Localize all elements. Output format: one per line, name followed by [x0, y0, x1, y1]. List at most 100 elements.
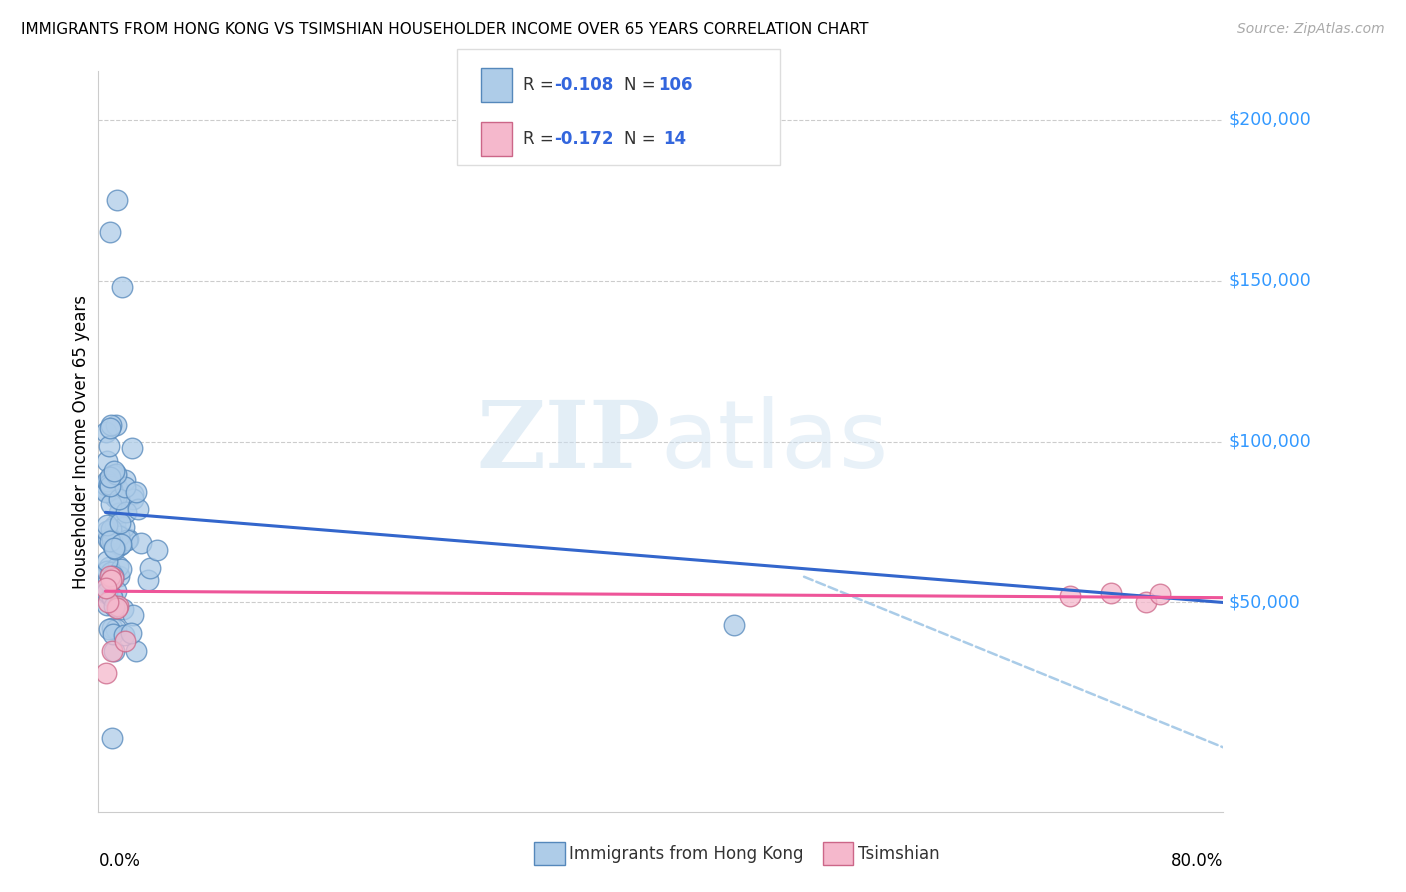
Point	[96, 524, 118, 539]
Text: Immigrants from Hong Kong: Immigrants from Hong Kong	[569, 845, 804, 863]
Point	[97, 473, 120, 487]
Point	[101, 626, 124, 640]
Point	[98, 225, 121, 239]
Point	[94, 482, 117, 496]
Point	[1099, 586, 1122, 600]
Text: $50,000: $50,000	[1229, 593, 1301, 612]
Point	[136, 573, 159, 587]
Point	[96, 475, 118, 489]
Point	[94, 425, 117, 440]
Point	[94, 478, 117, 492]
Point	[105, 193, 128, 207]
Point	[103, 532, 125, 546]
Point	[98, 470, 121, 484]
Point	[107, 559, 129, 574]
Point	[103, 568, 125, 582]
Point	[125, 484, 148, 499]
Point	[117, 533, 139, 548]
Point	[146, 542, 169, 557]
Point	[100, 574, 122, 588]
Point	[114, 634, 136, 648]
Point	[96, 564, 118, 578]
Point	[103, 569, 125, 583]
Point	[101, 644, 124, 658]
Point	[97, 533, 120, 547]
Point	[105, 584, 128, 599]
Text: R =: R =	[523, 130, 560, 148]
Point	[131, 536, 153, 550]
Point	[114, 480, 136, 494]
Text: atlas: atlas	[661, 395, 889, 488]
Point	[107, 528, 129, 542]
Point	[105, 418, 128, 433]
Point	[108, 506, 131, 520]
Point	[1149, 587, 1171, 601]
Point	[98, 440, 121, 454]
Point	[103, 541, 125, 555]
Point	[723, 618, 745, 632]
Point	[122, 487, 145, 501]
Point	[105, 467, 128, 481]
Point	[97, 574, 120, 589]
Text: N =: N =	[624, 77, 661, 95]
Point	[105, 600, 128, 615]
Point	[104, 542, 127, 557]
Point	[101, 731, 124, 745]
Point	[103, 644, 125, 658]
Point	[104, 518, 127, 533]
Point	[97, 560, 120, 574]
Text: Tsimshian: Tsimshian	[858, 845, 939, 863]
Point	[114, 473, 136, 487]
Point	[1135, 595, 1157, 609]
Point	[100, 574, 122, 588]
Point	[100, 589, 122, 603]
Point	[117, 532, 139, 546]
Point	[98, 421, 121, 435]
Text: ZIP: ZIP	[477, 397, 661, 486]
Point	[103, 571, 125, 585]
Point	[100, 418, 122, 433]
Text: Source: ZipAtlas.com: Source: ZipAtlas.com	[1237, 22, 1385, 37]
Text: 80.0%: 80.0%	[1171, 853, 1223, 871]
Point	[96, 518, 118, 533]
Point	[114, 505, 136, 519]
Text: 106: 106	[658, 77, 693, 95]
Point	[108, 516, 131, 531]
Point	[100, 566, 122, 580]
Text: N =: N =	[624, 130, 666, 148]
Point	[112, 628, 135, 642]
Point	[108, 538, 131, 552]
Point	[100, 522, 122, 536]
Point	[98, 569, 121, 583]
Point	[98, 534, 121, 549]
Point	[105, 528, 128, 542]
Point	[94, 666, 117, 681]
Point	[112, 520, 135, 534]
Point	[94, 483, 117, 498]
Text: $200,000: $200,000	[1229, 111, 1312, 128]
Point	[96, 586, 118, 600]
Point	[103, 464, 125, 478]
Point	[96, 584, 118, 599]
Point	[125, 644, 148, 658]
Point	[108, 492, 131, 507]
Point	[103, 599, 125, 613]
Point	[100, 497, 122, 511]
Text: 0.0%: 0.0%	[98, 853, 141, 871]
Point	[98, 479, 121, 493]
Point	[96, 554, 118, 568]
Point	[103, 489, 125, 503]
Text: $100,000: $100,000	[1229, 433, 1312, 450]
Point	[110, 536, 132, 550]
Point	[120, 625, 142, 640]
Point	[101, 621, 124, 635]
Point	[105, 481, 128, 495]
Point	[104, 622, 127, 636]
Y-axis label: Householder Income Over 65 years: Householder Income Over 65 years	[72, 294, 90, 589]
Point	[111, 601, 134, 615]
Point	[98, 477, 121, 491]
Point	[101, 591, 124, 605]
Point	[96, 585, 118, 599]
Point	[97, 595, 120, 609]
Point	[110, 562, 132, 576]
